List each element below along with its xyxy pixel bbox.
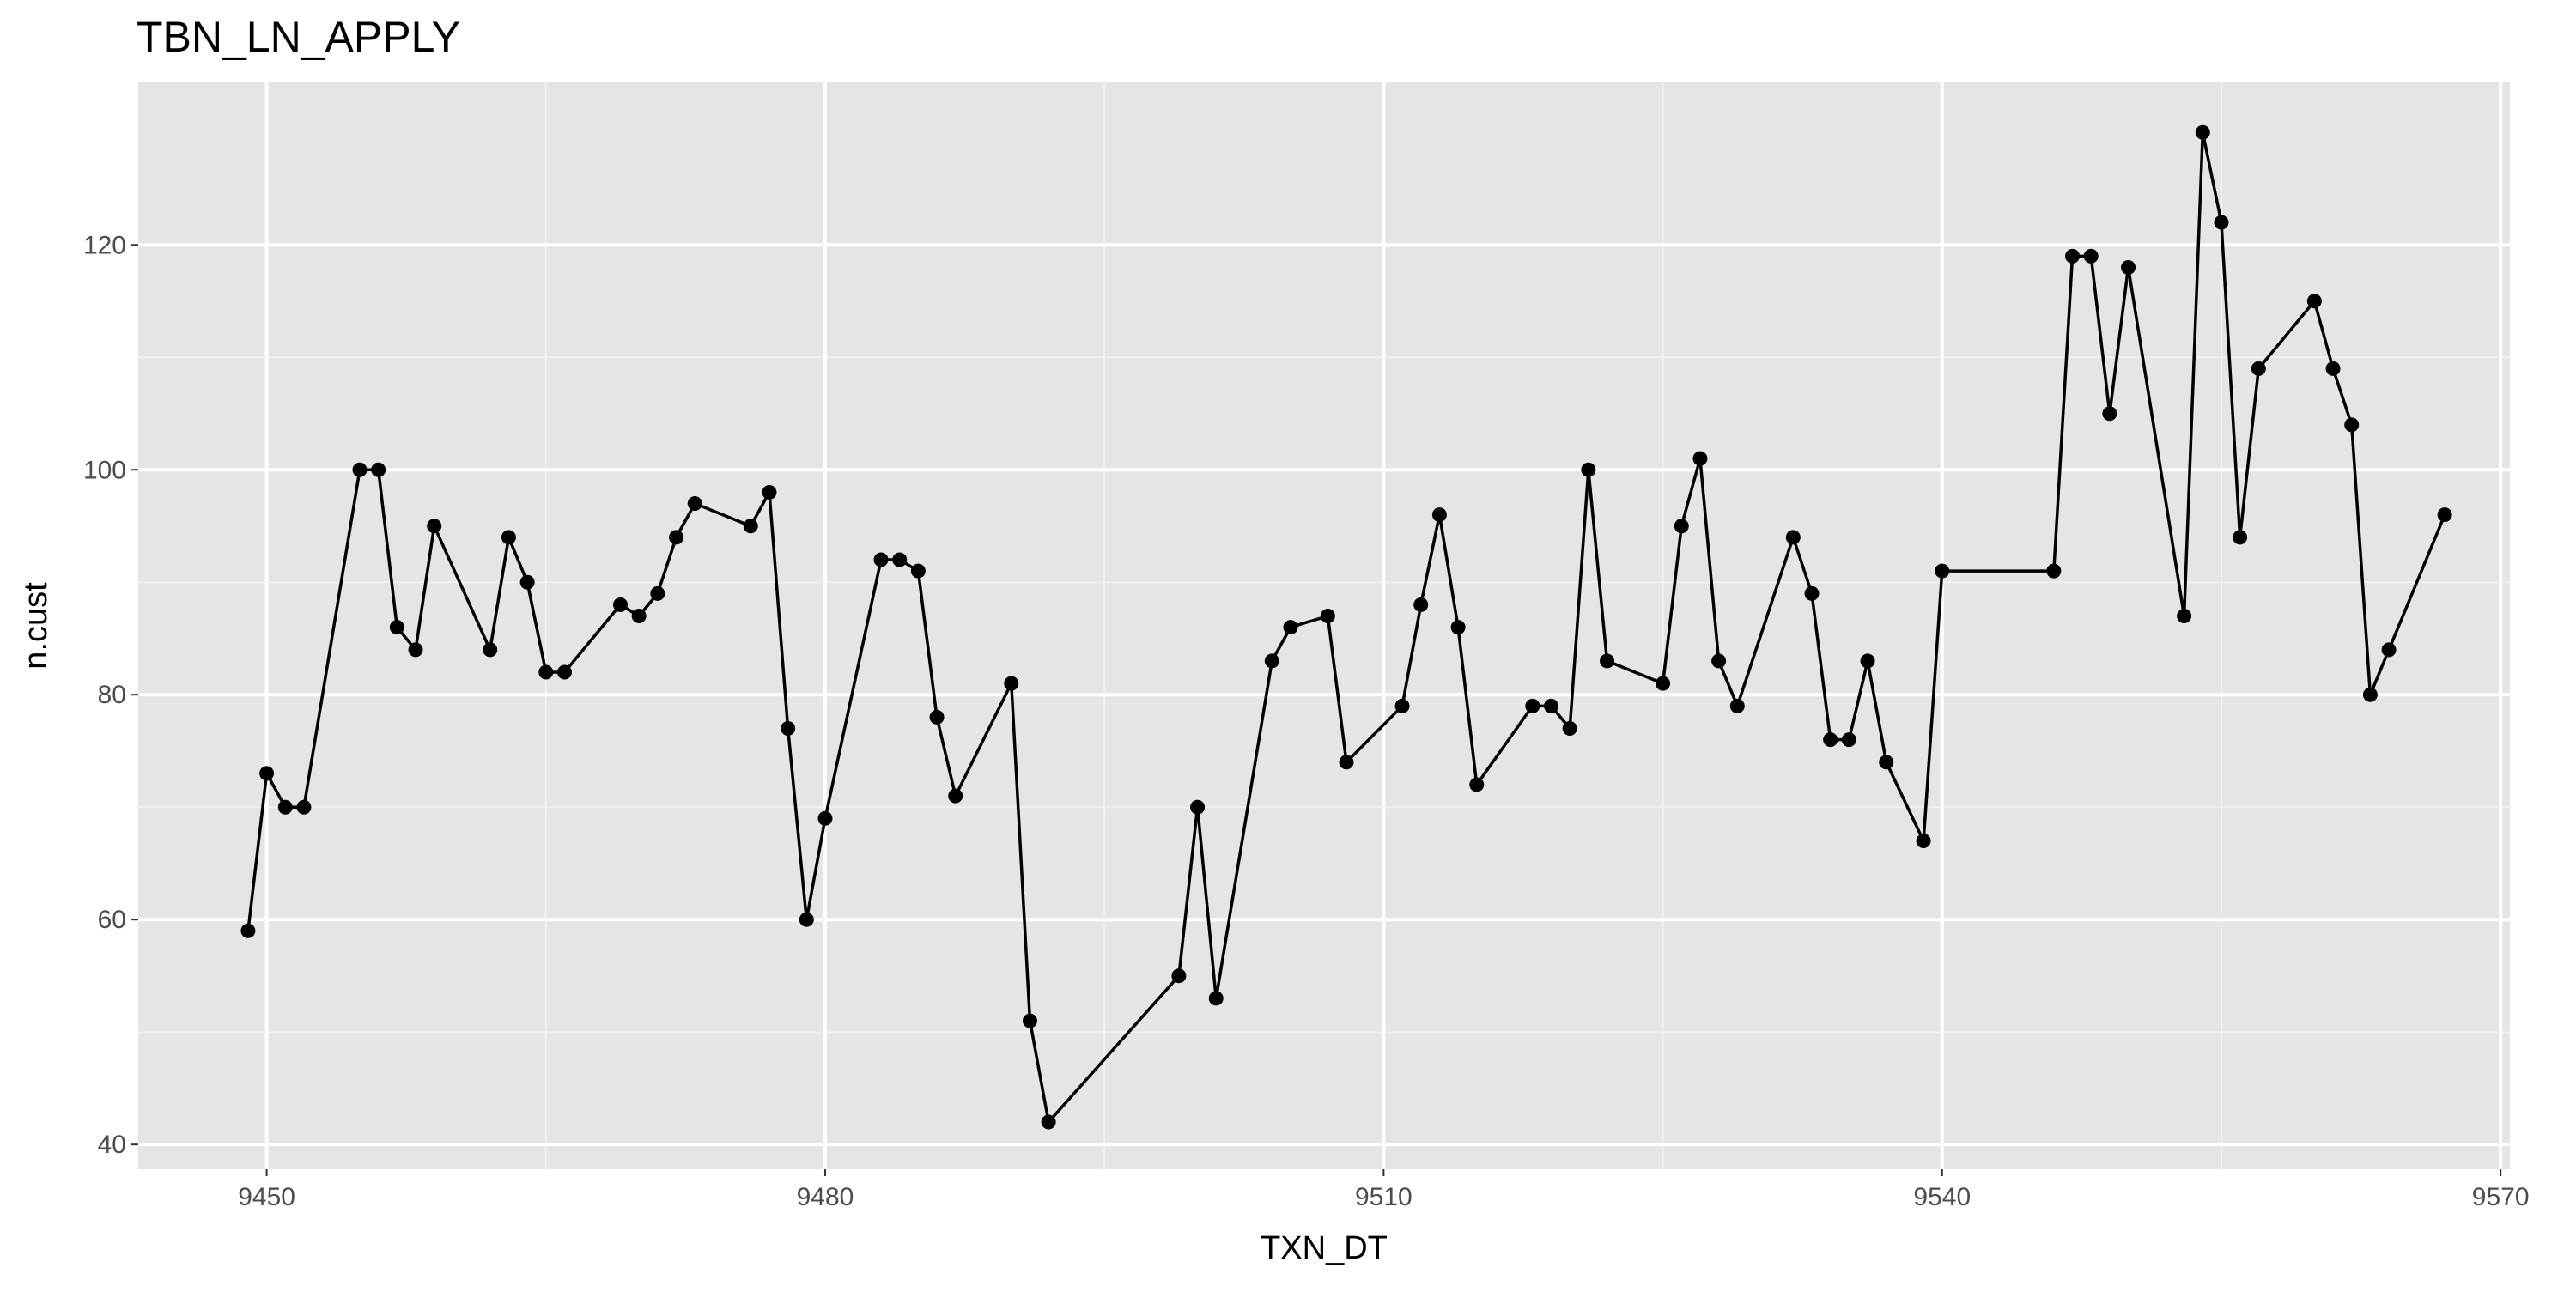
data-point bbox=[538, 664, 554, 680]
data-point bbox=[2046, 563, 2062, 579]
x-tick-label: 9510 bbox=[1355, 1183, 1413, 1211]
data-point bbox=[1729, 698, 1745, 713]
data-point bbox=[1841, 732, 1856, 748]
data-point bbox=[892, 552, 908, 567]
data-point bbox=[2325, 361, 2341, 376]
plot-panel bbox=[138, 82, 2510, 1169]
data-point bbox=[2083, 248, 2099, 264]
chart-title: TBN_LN_APPLY bbox=[137, 13, 460, 61]
data-point bbox=[277, 799, 293, 815]
data-point bbox=[483, 642, 498, 658]
data-point bbox=[2381, 642, 2397, 658]
data-point bbox=[1041, 1114, 1056, 1130]
data-point bbox=[259, 766, 275, 781]
data-point bbox=[669, 530, 684, 545]
data-point bbox=[389, 620, 404, 635]
data-point bbox=[2306, 294, 2322, 309]
data-point bbox=[762, 484, 777, 500]
data-point bbox=[2362, 687, 2378, 702]
data-point bbox=[2233, 530, 2248, 545]
data-point bbox=[1674, 519, 1689, 534]
data-point bbox=[1283, 620, 1298, 635]
data-point bbox=[1431, 507, 1447, 523]
data-point bbox=[743, 519, 758, 534]
data-point bbox=[1190, 799, 1206, 815]
data-point bbox=[1450, 620, 1466, 635]
data-point bbox=[1413, 597, 1429, 612]
data-point bbox=[427, 519, 442, 534]
data-point bbox=[2251, 361, 2266, 376]
x-tick-label: 9480 bbox=[797, 1183, 854, 1211]
data-point bbox=[1879, 755, 1894, 770]
data-point bbox=[1935, 563, 1950, 579]
data-point bbox=[1581, 462, 1596, 477]
data-point bbox=[1171, 968, 1187, 984]
data-point bbox=[1785, 530, 1801, 545]
data-point bbox=[352, 462, 368, 477]
data-point bbox=[817, 810, 833, 826]
data-point bbox=[1804, 585, 1820, 601]
y-tick-label: 80 bbox=[98, 681, 126, 709]
data-point bbox=[1656, 676, 1671, 691]
x-axis-title: TXN_DT bbox=[1261, 1230, 1388, 1266]
data-point bbox=[781, 721, 796, 737]
y-tick-label: 40 bbox=[98, 1131, 126, 1159]
data-point bbox=[556, 664, 572, 680]
data-point bbox=[650, 585, 665, 601]
x-tick-label: 9540 bbox=[1913, 1183, 1971, 1211]
data-point bbox=[1692, 451, 1708, 466]
data-point bbox=[1860, 653, 1875, 669]
data-point bbox=[1320, 609, 1335, 624]
data-point bbox=[1525, 698, 1540, 713]
data-point bbox=[1543, 698, 1558, 713]
data-point bbox=[519, 574, 535, 590]
x-tick-label: 9450 bbox=[238, 1183, 295, 1211]
data-point bbox=[240, 923, 256, 938]
data-point bbox=[2177, 609, 2192, 624]
data-point bbox=[1004, 676, 1019, 691]
data-point bbox=[613, 597, 629, 612]
data-point bbox=[2121, 259, 2136, 275]
y-axis-title: n.cust bbox=[18, 582, 54, 670]
data-point bbox=[2065, 248, 2081, 264]
data-point bbox=[408, 642, 423, 658]
y-tick-label: 120 bbox=[83, 231, 126, 259]
y-tick-label: 60 bbox=[98, 906, 126, 934]
data-point bbox=[2214, 215, 2229, 230]
x-tick-label: 9570 bbox=[2472, 1183, 2530, 1211]
data-point bbox=[1339, 755, 1354, 770]
data-point bbox=[1562, 721, 1577, 737]
data-point bbox=[1208, 991, 1224, 1006]
data-point bbox=[948, 788, 963, 804]
y-tick-label: 100 bbox=[83, 456, 126, 484]
data-point bbox=[687, 496, 702, 512]
data-point bbox=[1600, 653, 1615, 669]
data-point bbox=[2344, 417, 2360, 433]
data-point bbox=[929, 709, 945, 725]
data-point bbox=[873, 552, 889, 567]
data-point bbox=[910, 563, 926, 579]
data-point bbox=[631, 609, 647, 624]
data-point bbox=[2437, 507, 2452, 523]
data-point bbox=[2102, 406, 2117, 422]
data-point bbox=[1469, 777, 1485, 792]
data-point bbox=[2195, 124, 2210, 140]
data-point bbox=[1711, 653, 1727, 669]
data-point bbox=[296, 799, 312, 815]
data-point bbox=[371, 462, 386, 477]
data-point bbox=[1264, 653, 1279, 669]
data-point bbox=[799, 912, 814, 927]
data-point bbox=[1916, 834, 1931, 849]
data-point bbox=[1394, 698, 1410, 713]
data-point bbox=[501, 530, 516, 545]
data-point bbox=[1823, 732, 1838, 748]
data-point bbox=[1022, 1013, 1037, 1028]
